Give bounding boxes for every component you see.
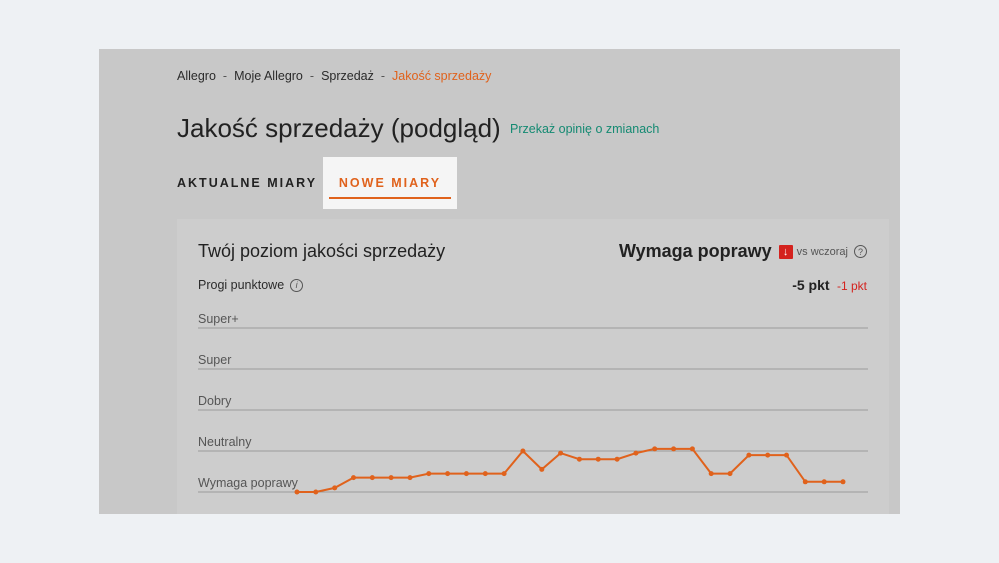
- breadcrumb-current: Jakość sprzedaży: [392, 69, 492, 83]
- thresholds-text: Progi punktowe: [198, 278, 285, 292]
- quality-level-card: Twój poziom jakości sprzedaży Wymaga pop…: [177, 219, 889, 514]
- breadcrumb-separator: -: [309, 69, 315, 83]
- score-delta: -1 pkt: [836, 279, 867, 293]
- level-label: Super: [198, 353, 231, 367]
- data-point[interactable]: [821, 479, 827, 485]
- tab-new-measures[interactable]: NOWE MIARY: [323, 157, 457, 209]
- data-point[interactable]: [708, 471, 714, 477]
- data-point[interactable]: [558, 450, 564, 456]
- data-point[interactable]: [802, 479, 808, 485]
- data-point[interactable]: [388, 475, 394, 481]
- quality-chart: Super+ Super Dobry Neutralny Wymaga poprawy: [198, 312, 868, 495]
- breadcrumb: Allegro - Moje Allegro - Sprzedaż - Jakość spr…: [177, 69, 491, 83]
- data-point[interactable]: [689, 446, 695, 452]
- data-point[interactable]: [407, 475, 413, 481]
- data-point[interactable]: [784, 452, 789, 458]
- breadcrumb-separator: -: [222, 69, 228, 83]
- page-title: Jakość sprzedaży (podgląd): [177, 113, 501, 143]
- data-point[interactable]: [614, 456, 620, 462]
- breadcrumb-item-sprzedaz[interactable]: Sprzedaż: [321, 69, 374, 83]
- compare-label: vs wczoraj: [796, 245, 848, 258]
- breadcrumb-item-moje-allegro[interactable]: Moje Allegro: [234, 69, 303, 83]
- series-line: [297, 447, 843, 493]
- feedback-link[interactable]: Przekaż opinię o zmianach: [510, 122, 660, 136]
- app-frame: Allegro - Moje Allegro - Sprzedaż - Jakość spr…: [99, 49, 900, 514]
- data-point[interactable]: [765, 452, 771, 458]
- data-point[interactable]: [576, 456, 582, 462]
- data-point[interactable]: [463, 471, 469, 477]
- data-point[interactable]: [313, 489, 319, 495]
- data-point[interactable]: [746, 452, 752, 458]
- tab-current-measures[interactable]: AKTUALNE MIARY: [177, 157, 317, 209]
- data-point[interactable]: [671, 446, 677, 452]
- status-label: Wymaga poprawy: [618, 241, 772, 261]
- question-circle-icon[interactable]: ?: [854, 245, 867, 258]
- data-point[interactable]: [332, 485, 338, 491]
- level-label: Dobry: [198, 394, 232, 408]
- data-point[interactable]: [633, 450, 639, 456]
- data-point[interactable]: [369, 475, 375, 481]
- quality-status: Wymaga poprawy ↓ vs wczoraj ?: [619, 241, 867, 262]
- tab-label: AKTUALNE MIARY: [177, 176, 318, 190]
- data-point[interactable]: [482, 471, 488, 477]
- score-value: -5 pkt: [792, 277, 830, 293]
- data-point[interactable]: [520, 448, 526, 454]
- breadcrumb-item-allegro[interactable]: Allegro: [177, 69, 216, 83]
- data-point[interactable]: [840, 479, 846, 485]
- thresholds-label: Progi punktowe i: [198, 278, 304, 292]
- active-tab-indicator: [329, 197, 451, 199]
- data-point[interactable]: [727, 471, 733, 477]
- card-title: Twój poziom jakości sprzedaży: [198, 241, 446, 261]
- arrow-down-icon: ↓: [778, 244, 793, 259]
- data-point[interactable]: [351, 475, 356, 481]
- data-point[interactable]: [294, 489, 300, 495]
- data-point[interactable]: [652, 446, 658, 452]
- data-point[interactable]: [501, 471, 507, 477]
- breadcrumb-separator: -: [380, 69, 386, 83]
- level-label: Neutralny: [198, 435, 252, 449]
- info-circle-icon[interactable]: i: [290, 278, 304, 292]
- score: -5 pkt -1 pkt: [792, 277, 867, 295]
- data-point[interactable]: [445, 471, 451, 477]
- level-label: Super+: [198, 312, 239, 326]
- data-point[interactable]: [595, 456, 601, 462]
- data-point[interactable]: [426, 471, 432, 477]
- tab-label: NOWE MIARY: [338, 176, 442, 190]
- data-point[interactable]: [539, 466, 545, 472]
- level-label: Wymaga poprawy: [198, 476, 299, 490]
